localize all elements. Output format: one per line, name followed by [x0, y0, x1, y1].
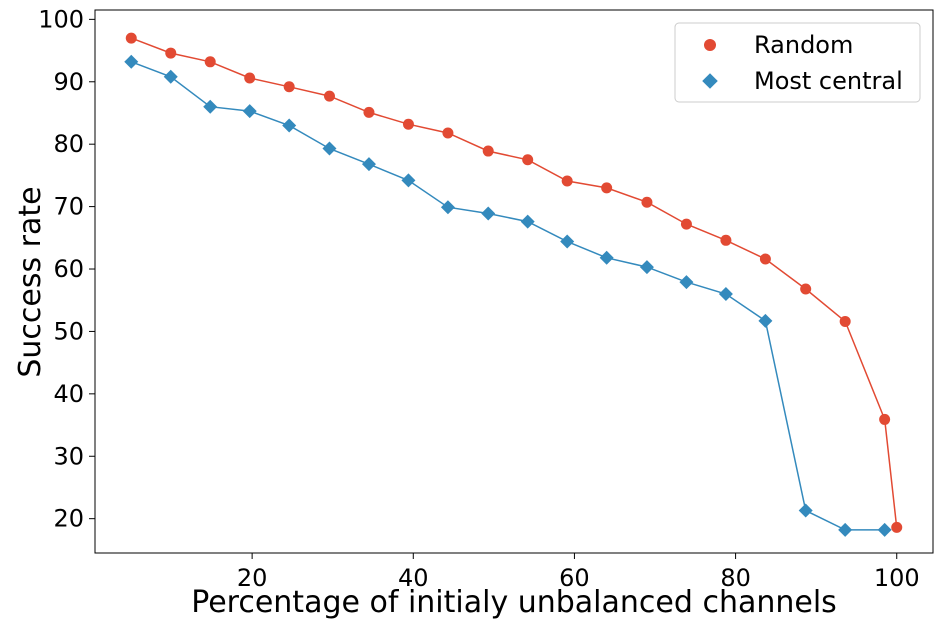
x-tick-label: 80 — [720, 564, 751, 592]
data-point-most-central — [718, 286, 733, 301]
data-point-random — [363, 106, 375, 118]
y-tick-label: 90 — [53, 68, 84, 96]
y-tick-label: 100 — [38, 5, 84, 33]
data-point-most-central — [124, 54, 139, 69]
data-point-most-central — [242, 104, 257, 119]
data-point-random — [323, 90, 335, 102]
x-axis-ticks: 20 40 60 80 100 — [237, 553, 920, 592]
data-point-random — [759, 253, 771, 265]
y-tick-label: 40 — [53, 380, 84, 408]
data-point-most-central — [838, 522, 853, 537]
data-point-random — [125, 32, 137, 44]
data-point-most-central — [361, 157, 376, 172]
data-point-random — [442, 127, 454, 139]
data-point-random — [800, 283, 812, 295]
data-point-most-central — [203, 99, 218, 114]
data-point-random — [680, 218, 692, 230]
series-layer — [124, 32, 903, 537]
x-tick-label: 20 — [237, 564, 268, 592]
data-point-random — [522, 154, 534, 166]
plot-frame — [94, 9, 934, 554]
data-point-random — [839, 315, 851, 327]
data-point-random — [879, 413, 891, 425]
data-point-most-central — [560, 234, 575, 249]
data-point-most-central — [440, 200, 455, 215]
data-point-random — [204, 56, 216, 68]
data-point-most-central — [798, 503, 813, 518]
data-point-random — [165, 47, 177, 59]
data-point-random — [561, 175, 573, 187]
data-point-random — [641, 196, 653, 208]
data-point-most-central — [639, 260, 654, 275]
legend-random-marker-icon — [704, 39, 716, 51]
y-axis-label: Success rate — [13, 186, 48, 377]
y-tick-label: 60 — [53, 255, 84, 283]
data-point-random — [244, 72, 256, 84]
data-point-most-central — [481, 206, 496, 221]
data-point-most-central — [679, 275, 694, 290]
x-tick-label: 40 — [398, 564, 429, 592]
data-point-random — [283, 81, 295, 93]
data-point-random — [482, 145, 494, 157]
data-point-most-central — [599, 250, 614, 265]
legend-most-central-label: Most central — [754, 67, 903, 95]
data-point-most-central — [520, 214, 535, 229]
data-point-most-central — [877, 522, 892, 537]
x-axis-label: Percentage of initialy unbalanced channe… — [191, 585, 837, 620]
series-line-most-central — [131, 61, 885, 531]
y-tick-label: 20 — [53, 505, 84, 533]
data-point-random — [402, 118, 414, 130]
data-point-most-central — [401, 173, 416, 188]
data-point-most-central — [163, 69, 178, 84]
data-point-random — [601, 182, 613, 194]
data-point-most-central — [758, 313, 773, 328]
y-tick-label: 70 — [53, 193, 84, 221]
data-point-random — [891, 521, 903, 533]
data-point-random — [720, 234, 732, 246]
data-point-most-central — [322, 141, 337, 156]
legend-box — [674, 22, 921, 103]
legend: Random Most central — [674, 22, 921, 103]
y-tick-label: 80 — [53, 130, 84, 158]
y-tick-label: 50 — [53, 317, 84, 345]
legend-random-label: Random — [754, 31, 853, 59]
y-tick-label: 30 — [53, 442, 84, 470]
data-point-most-central — [282, 118, 297, 133]
y-axis-ticks: 20 30 40 50 60 70 80 90 100 — [38, 5, 95, 533]
x-tick-label: 60 — [559, 564, 590, 592]
x-tick-label: 100 — [874, 564, 920, 592]
